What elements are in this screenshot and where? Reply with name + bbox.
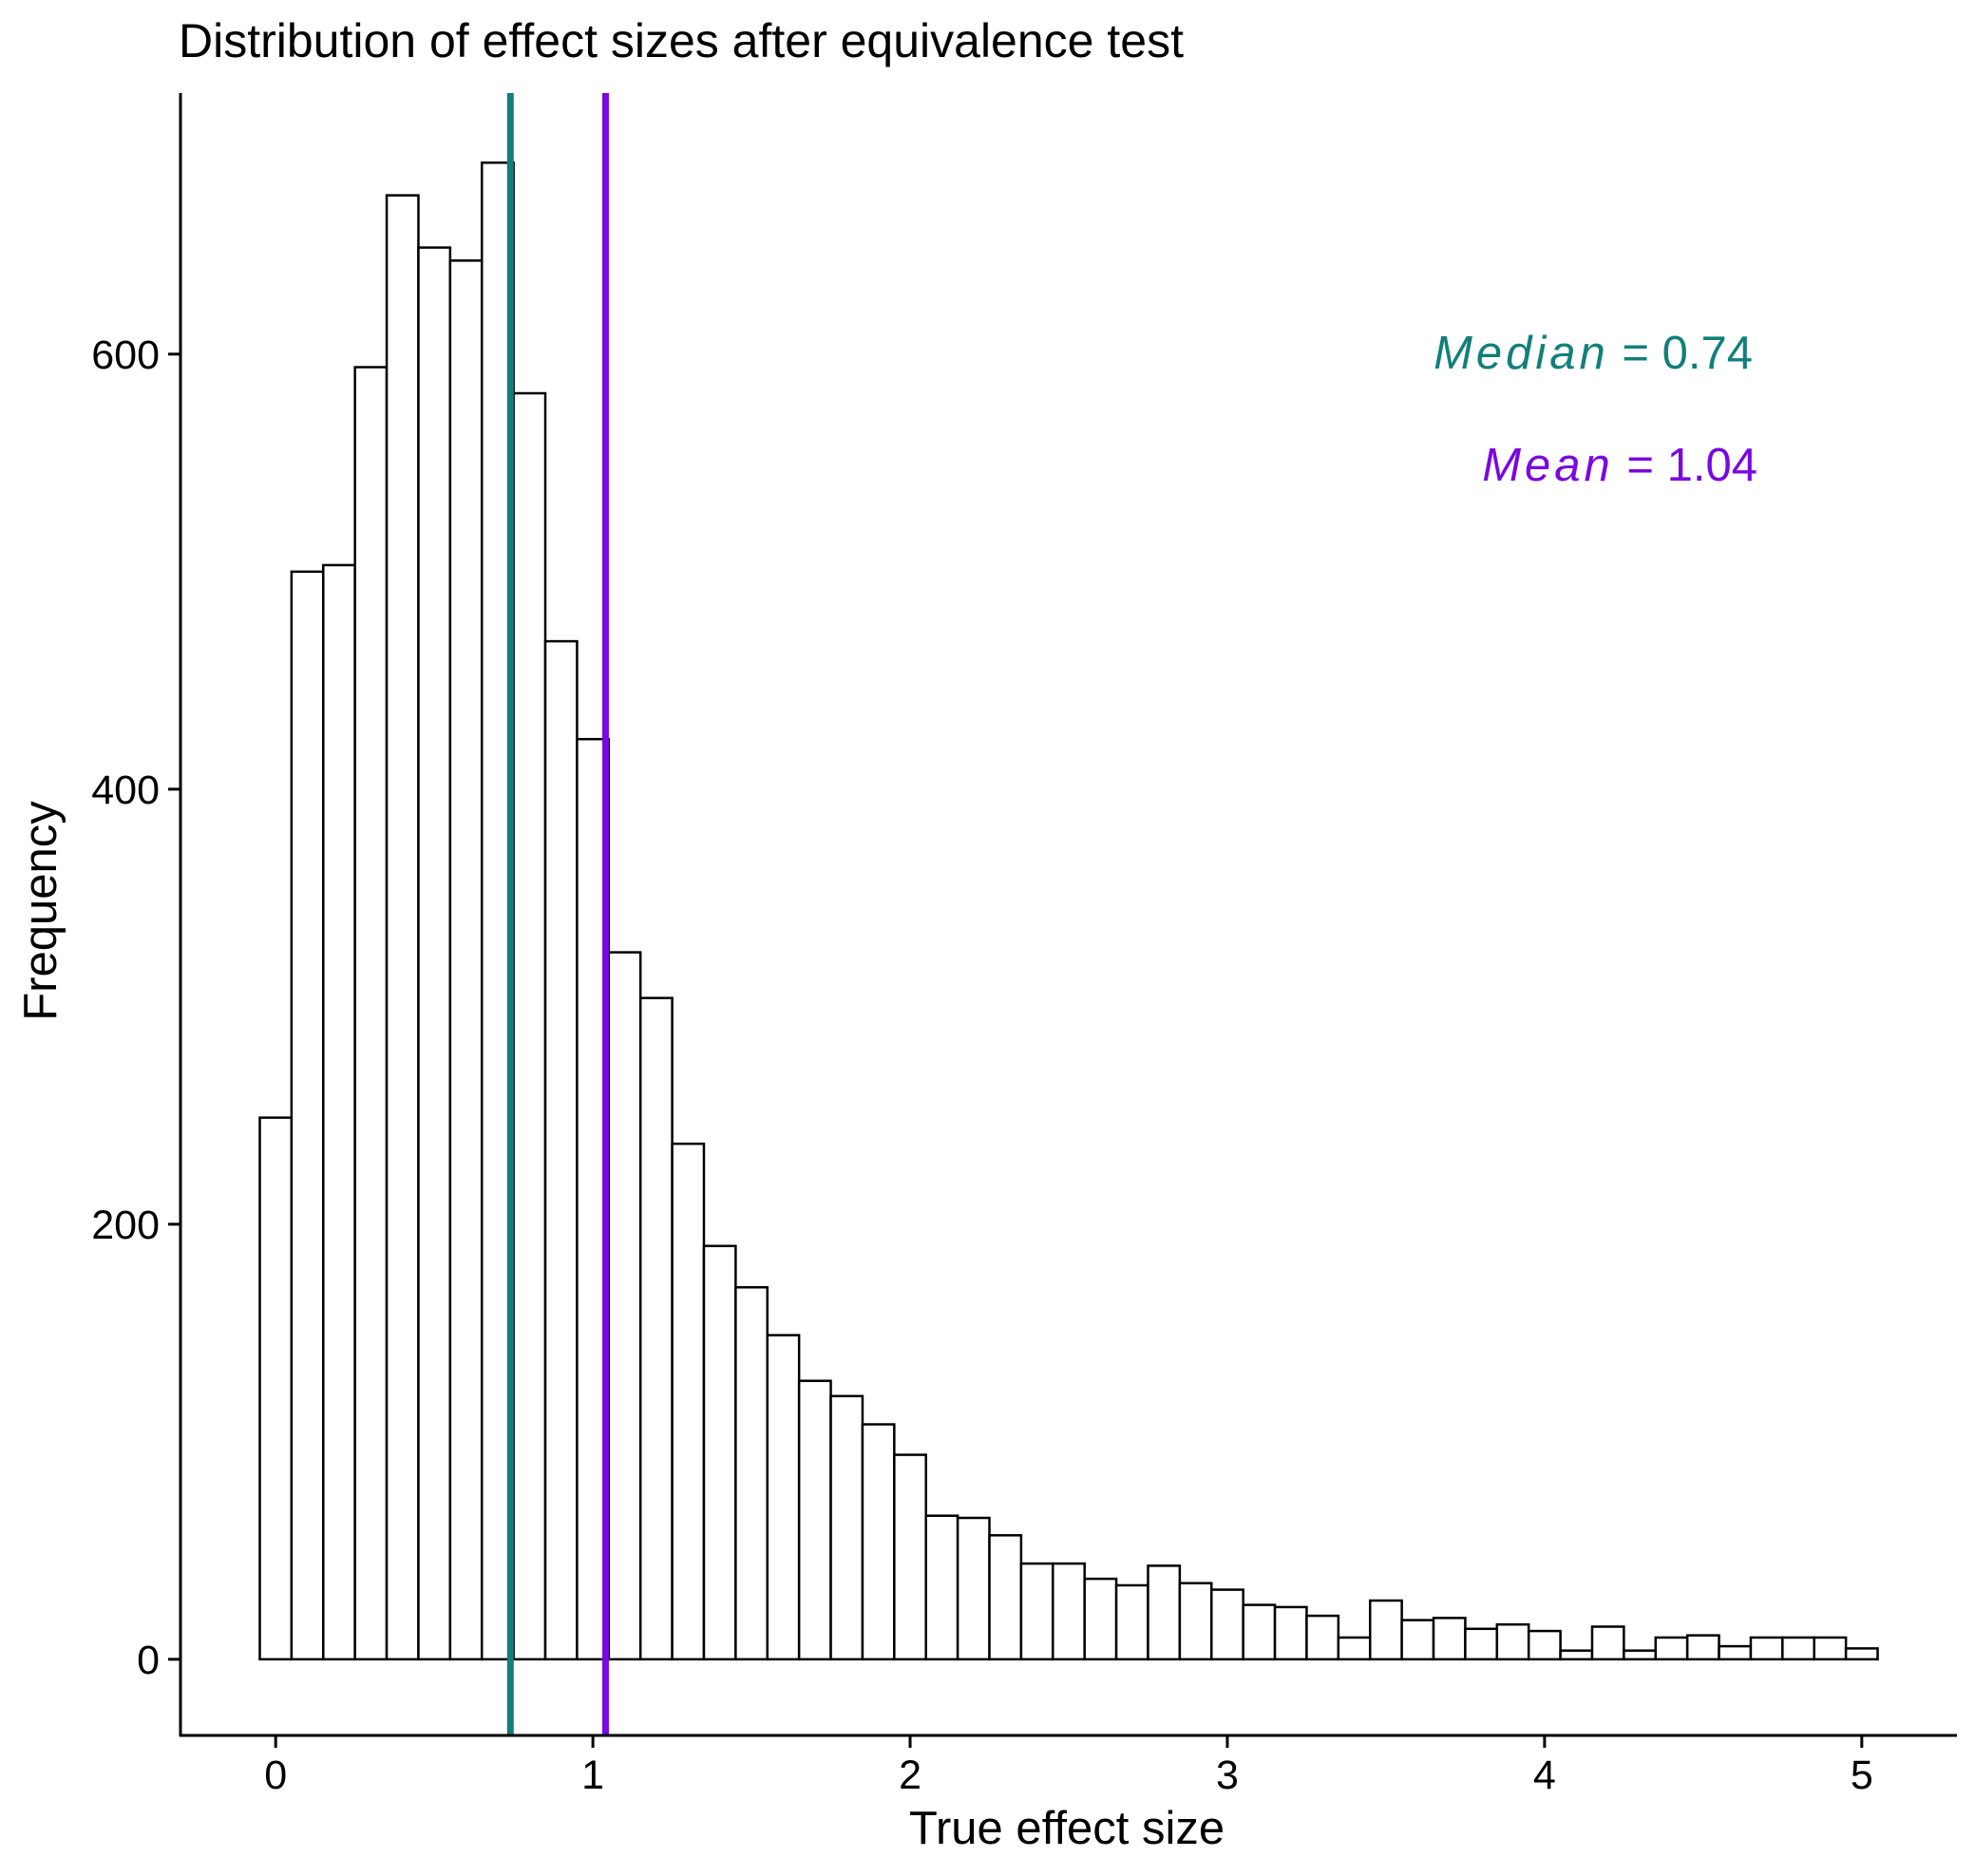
histogram-bar [448,259,484,1661]
y-tick-label: 400 [91,767,160,813]
histogram-bar [1242,1603,1277,1661]
histogram-bar [1368,1599,1403,1661]
histogram-bar [607,951,642,1661]
histogram-bar [353,366,389,1661]
histogram-bar [893,1453,927,1661]
mean-annotation: Mean = 1.04 [1482,440,1757,491]
y-axis-label: Frequency [15,801,66,1021]
histogram-bar [924,1514,959,1661]
bars-group [258,161,1879,1661]
histogram-bar [1623,1649,1658,1661]
histogram-bar [988,1534,1023,1661]
histogram-bar [1052,1562,1086,1661]
histogram-bar [1400,1619,1435,1661]
histogram-bar [797,1379,832,1661]
histogram-bar [1813,1636,1848,1661]
histogram-bar [1019,1562,1054,1661]
histogram-bar [1559,1649,1594,1661]
x-tick-label: 0 [264,1753,287,1798]
histogram-bar [1718,1644,1753,1661]
histogram-bar [1432,1617,1467,1661]
histogram-bar [258,1116,294,1661]
histogram-bar [829,1394,864,1661]
x-tick-label: 2 [899,1753,921,1798]
histogram-bar [861,1423,896,1661]
histogram-bar [638,996,674,1661]
histogram-bar [1749,1636,1784,1661]
histogram-bar [956,1516,991,1661]
histogram-bar [512,391,547,1661]
histogram-bar [1495,1622,1530,1661]
histogram-bar [417,246,452,1661]
annotations-group: Median = 0.74 Mean = 1.04 [1434,328,1757,491]
histogram-bar [671,1142,706,1661]
histogram-bar [1210,1588,1244,1661]
x-axis-label: True effect size [909,1803,1225,1854]
histogram-bar [1844,1647,1879,1661]
histogram-bar [1654,1636,1689,1661]
histogram-bar [1781,1636,1815,1661]
y-tick-label: 600 [91,332,160,378]
median-annotation: Median = 0.74 [1434,328,1753,379]
histogram-bar [1590,1625,1625,1661]
histogram-bar [1527,1629,1562,1661]
axes-group: 0 1 2 3 4 5 0 200 400 600 [91,93,1957,1798]
chart-title: Distribution of effect sizes after equiv… [179,14,1184,67]
histogram-bar [734,1285,769,1661]
histogram-bar [1337,1636,1372,1661]
y-tick-label: 0 [137,1638,160,1683]
histogram-bar [702,1244,737,1661]
histogram-bar [543,639,579,1661]
histogram-bar [1083,1577,1118,1661]
histogram-bar [322,563,356,1661]
x-tick-label: 1 [581,1753,604,1798]
histogram-bar [1305,1614,1340,1661]
histogram-bar [1114,1583,1149,1661]
histogram-bar [1147,1564,1182,1661]
histogram-bar [766,1334,801,1661]
histogram-bar [1273,1605,1308,1661]
x-tick-label: 4 [1533,1753,1556,1798]
x-tick-label: 5 [1851,1753,1873,1798]
y-tick-label: 200 [91,1203,160,1248]
reference-lines [506,93,609,1735]
histogram-bar [1178,1582,1213,1661]
x-tick-label: 3 [1216,1753,1239,1798]
histogram-bar [1464,1627,1499,1661]
histogram-bar [1685,1634,1720,1661]
histogram-bar [385,194,420,1661]
histogram-bar [290,570,325,1661]
